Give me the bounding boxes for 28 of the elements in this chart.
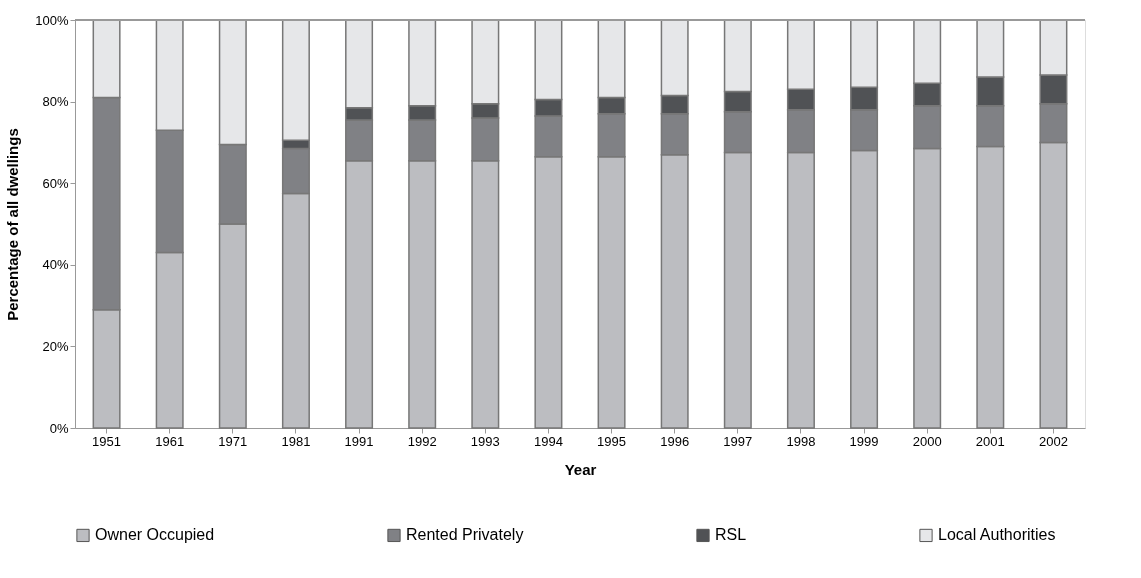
- x-tick-label: 1994: [533, 433, 563, 449]
- x-tick-label: 1996: [660, 433, 690, 449]
- legend-label: Rented Privately: [406, 526, 524, 544]
- legend-label: Owner Occupied: [95, 526, 215, 544]
- x-tick-label: 1991: [344, 433, 374, 449]
- x-tick-label: 2000: [912, 433, 942, 449]
- y-tick-label: 0%: [49, 420, 69, 436]
- x-tick-label: 1951: [92, 433, 122, 449]
- x-tick-label: 1981: [281, 433, 311, 449]
- legend-label: RSL: [715, 526, 747, 544]
- x-tick-label: 1998: [786, 433, 816, 449]
- y-tick-label: 20%: [42, 338, 69, 354]
- x-tick-label: 2002: [1038, 433, 1068, 449]
- y-tick-label: 60%: [42, 175, 69, 191]
- x-tick-label: 1993: [470, 433, 500, 449]
- x-tick-label: 1995: [597, 433, 627, 449]
- x-tick-label: 1961: [155, 433, 185, 449]
- x-tick-label: 1999: [849, 433, 879, 449]
- x-tick-label: 1971: [218, 433, 248, 449]
- y-tick-label: 100%: [35, 12, 69, 28]
- x-tick-label: 1997: [723, 433, 753, 449]
- legend-label: Local Authorities: [938, 526, 1056, 544]
- x-tick-label: 1992: [407, 433, 437, 449]
- x-tick-label: 2001: [975, 433, 1005, 449]
- y-axis-title: Percentage of all dwellings: [4, 128, 22, 321]
- y-tick-label: 80%: [42, 94, 69, 110]
- y-tick-label: 40%: [42, 257, 69, 273]
- x-axis-title: Year: [564, 460, 597, 478]
